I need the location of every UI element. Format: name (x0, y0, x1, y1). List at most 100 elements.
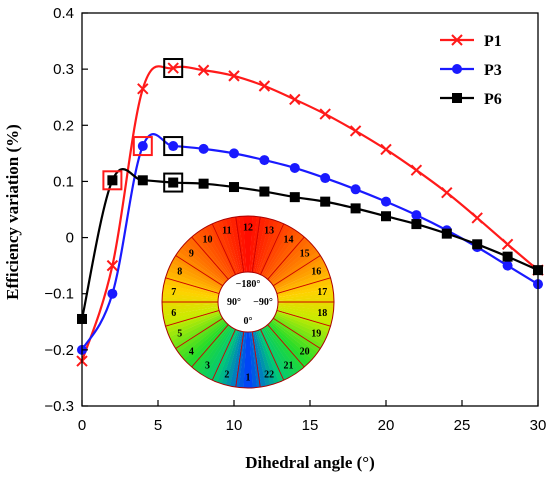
wheel-color-slice (221, 330, 241, 386)
wheel-color-slice (268, 323, 309, 366)
wheel-sector-number: 13 (264, 226, 274, 237)
wheel-color-slice (193, 325, 231, 372)
wheel-color-slice (167, 267, 221, 292)
point-p3 (289, 162, 300, 173)
wheel-sector-divider (272, 317, 321, 349)
wheel-sector-number: 3 (205, 361, 210, 372)
point-p1 (289, 93, 301, 106)
point-p6 (137, 175, 148, 186)
wheel-sector-divider (260, 223, 285, 275)
wheel-color-slice (166, 311, 221, 334)
wheel-color-slice (271, 247, 318, 285)
wheel-color-slice (249, 331, 258, 388)
axis-ticks (81, 12, 539, 407)
wheel-color-slice (257, 220, 279, 274)
wheel-color-slice (248, 331, 253, 388)
wheel-color-slice (175, 318, 224, 353)
wheel-sector-number: 6 (171, 308, 176, 319)
wheel-color-slice (269, 241, 312, 282)
wheel-color-slice (277, 305, 334, 316)
wheel-color-slice (181, 320, 226, 360)
wheel-sector-number: 7 (171, 287, 176, 298)
point-p6 (441, 228, 452, 239)
wheel-sector-number: 9 (189, 248, 194, 259)
highlight-box (132, 136, 153, 157)
wheel-sector-number: 22 (264, 369, 274, 380)
wheel-color-slice (183, 241, 227, 282)
wheel-label-left: 90° (227, 297, 241, 308)
wheel-color-slice (173, 317, 223, 350)
x-tick-label: 15 (302, 417, 319, 434)
wheel-sector-divider (251, 216, 261, 273)
wheel-color-slice (162, 288, 219, 299)
wheel-sector-number: 5 (177, 329, 182, 340)
legend-label-p3: P3 (484, 62, 502, 79)
point-p1 (501, 238, 514, 251)
wheel-sector-number: 19 (311, 329, 321, 340)
wheel-sector-divider (235, 331, 245, 388)
wheel-color-slice (272, 318, 321, 353)
wheel-color-slice (243, 216, 248, 273)
point-p3 (350, 184, 361, 195)
point-p1 (197, 64, 210, 76)
point-p6 (350, 203, 361, 214)
wheel-color-slice (163, 279, 220, 296)
wheel-color-slice (258, 329, 284, 383)
wheel-color-slice (264, 229, 299, 278)
point-p6 (259, 186, 270, 197)
y-tick-labels: −0.3 −0.2 −0.1 0 0.1 0.2 0.3 0.4 (44, 5, 74, 415)
wheel-sector-divider (175, 255, 224, 287)
wheel-color-slice (277, 283, 333, 298)
wheel-sector-number: 15 (300, 248, 310, 259)
wheel-sector-number: 18 (317, 308, 327, 319)
wheel-sector-number: 11 (222, 226, 231, 237)
point-p3 (502, 260, 513, 271)
wheel-color-slice (255, 330, 275, 386)
wheel-color-slice (276, 279, 333, 296)
wheel-color-slice (254, 217, 271, 274)
wheel-color-slice (277, 301, 334, 307)
wheel-color-slice (239, 331, 247, 388)
wheel-color-slice (261, 225, 291, 277)
legend-marker-p1 (451, 34, 463, 46)
wheel-color-slice (217, 330, 239, 384)
wheel-sector-divider (267, 236, 305, 280)
legend: P1 P3 P6 (440, 33, 502, 108)
highlight-box (102, 170, 123, 191)
wheel-color-slice (273, 258, 325, 289)
wheel-sector-divider (165, 310, 220, 327)
legend-label-p6: P6 (484, 91, 502, 108)
wheel-color-slice (178, 247, 225, 285)
wheel-sector-divider (191, 324, 229, 368)
y-tick-label: 0.3 (53, 61, 74, 78)
wheel-color-slice (230, 331, 244, 387)
wheel-color-slice (163, 284, 219, 298)
wheel-sector-number: 10 (202, 234, 212, 245)
wheel-sector-number: 8 (177, 266, 182, 277)
point-p3 (320, 173, 331, 184)
wheel-sector-divider (235, 216, 245, 273)
point-p3 (137, 141, 148, 152)
wheel-color-slice (173, 255, 223, 288)
wheel-color-slice (205, 327, 235, 379)
wheel-sector-number: 16 (311, 266, 321, 277)
wheel-color-slice (275, 266, 329, 292)
wheel-color-slice (254, 330, 271, 387)
wheel-color-slice (225, 217, 242, 274)
wheel-color-slice (169, 262, 222, 290)
wheel-color-slice (269, 322, 313, 363)
point-p1 (258, 80, 271, 92)
point-p6 (229, 182, 239, 193)
point-p3 (411, 210, 422, 221)
wheel-color-slice (252, 331, 267, 387)
wheel-color-slice (187, 238, 228, 281)
wheel-color-slice (273, 254, 323, 287)
point-p6 (502, 251, 513, 262)
wheel-color-slice (221, 218, 241, 274)
point-p6 (320, 196, 331, 207)
y-tick-label: −0.2 (44, 342, 74, 359)
wheel-color-slice (272, 251, 321, 286)
point-p1 (349, 125, 362, 137)
x-axis-title: Dihedral angle (°) (245, 453, 375, 472)
wheel-color-slice (264, 326, 299, 375)
